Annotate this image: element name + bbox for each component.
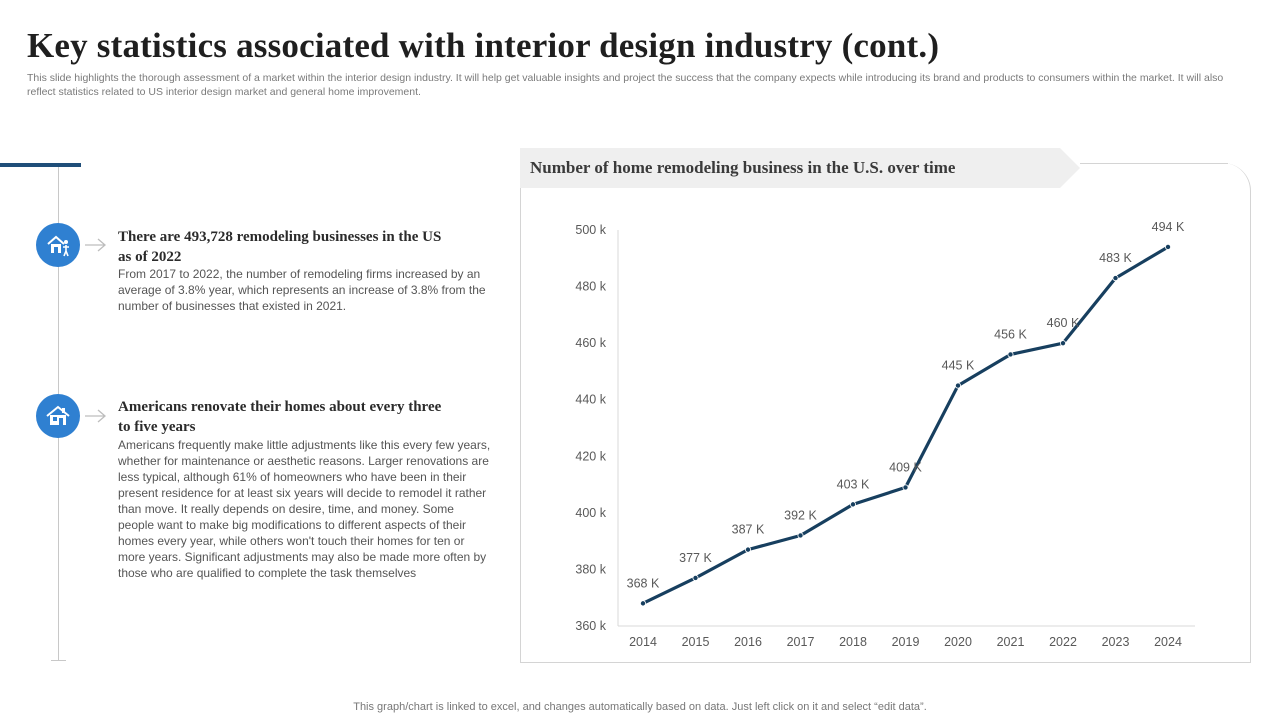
data-label: 409 K xyxy=(889,460,922,474)
data-point xyxy=(954,382,961,389)
chart-title-banner xyxy=(520,148,1080,188)
x-tick-label: 2018 xyxy=(839,635,867,649)
x-tick-label: 2016 xyxy=(734,635,762,649)
line-chart[interactable]: 360 k 380 k 400 k 420 k 440 k 460 k 480 k 500 k… xyxy=(520,190,1250,660)
x-tick-label: 2020 xyxy=(944,635,972,649)
y-tick-label: 380 k xyxy=(575,562,606,576)
y-tick-label: 440 k xyxy=(575,393,606,407)
y-tick-label: 460 k xyxy=(575,336,606,350)
data-point xyxy=(1112,275,1119,282)
house-renovation-icon xyxy=(36,394,80,438)
data-label: 494 K xyxy=(1152,220,1185,234)
chart-panel xyxy=(520,163,1251,663)
data-label: 445 K xyxy=(942,359,975,373)
point-1-heading: There are 493,728 remodeling businesses … xyxy=(118,229,442,265)
chart-panel-border xyxy=(1080,163,1228,164)
data-label: 377 K xyxy=(679,551,712,565)
data-point xyxy=(1165,243,1172,250)
x-tick-label: 2017 xyxy=(787,635,815,649)
house-worker-icon xyxy=(36,223,80,267)
data-point xyxy=(797,532,804,539)
data-point xyxy=(849,501,856,508)
point-2-heading: Americans renovate their homes about eve… xyxy=(118,399,442,435)
x-tick-label: 2024 xyxy=(1154,635,1182,649)
arrow-right-icon xyxy=(85,238,106,252)
x-tick-label: 2014 xyxy=(629,635,657,649)
x-tick-label: 2023 xyxy=(1102,635,1130,649)
data-label: 456 K xyxy=(994,327,1027,341)
data-label: 483 K xyxy=(1099,251,1132,265)
data-point xyxy=(902,484,909,491)
data-point xyxy=(640,600,647,607)
data-point xyxy=(744,546,751,553)
data-point xyxy=(1060,340,1067,347)
accent-bar xyxy=(0,163,81,167)
footer-note: This graph/chart is linked to excel, and… xyxy=(353,701,927,713)
x-tick-label: 2015 xyxy=(682,635,710,649)
data-label: 387 K xyxy=(732,523,765,537)
data-point xyxy=(692,574,699,581)
data-label: 392 K xyxy=(784,508,817,522)
x-tick-label: 2019 xyxy=(892,635,920,649)
y-tick-label: 480 k xyxy=(575,280,606,294)
data-label: 460 K xyxy=(1047,316,1080,330)
chart-title: Number of home remodeling business in th… xyxy=(530,158,956,177)
y-tick-label: 400 k xyxy=(575,506,606,520)
arrow-right-icon xyxy=(85,409,106,423)
y-tick-label: 360 k xyxy=(575,619,606,633)
y-tick-label: 420 k xyxy=(575,449,606,463)
data-point xyxy=(1007,351,1014,358)
x-tick-label: 2021 xyxy=(997,635,1025,649)
series-line xyxy=(641,245,1170,605)
slide-subtitle: This slide highlights the thorough asses… xyxy=(27,72,1224,98)
point-1-body: From 2017 to 2022, the number of remodel… xyxy=(118,267,486,313)
timeline-end-tick xyxy=(51,660,66,661)
data-label: 403 K xyxy=(837,477,870,491)
data-label: 368 K xyxy=(627,576,660,590)
x-tick-label: 2022 xyxy=(1049,635,1077,649)
y-tick-label: 500 k xyxy=(575,223,606,237)
point-2-body: Americans frequently make little adjustm… xyxy=(118,438,491,580)
slide-title: Key statistics associated with interior … xyxy=(27,26,940,65)
